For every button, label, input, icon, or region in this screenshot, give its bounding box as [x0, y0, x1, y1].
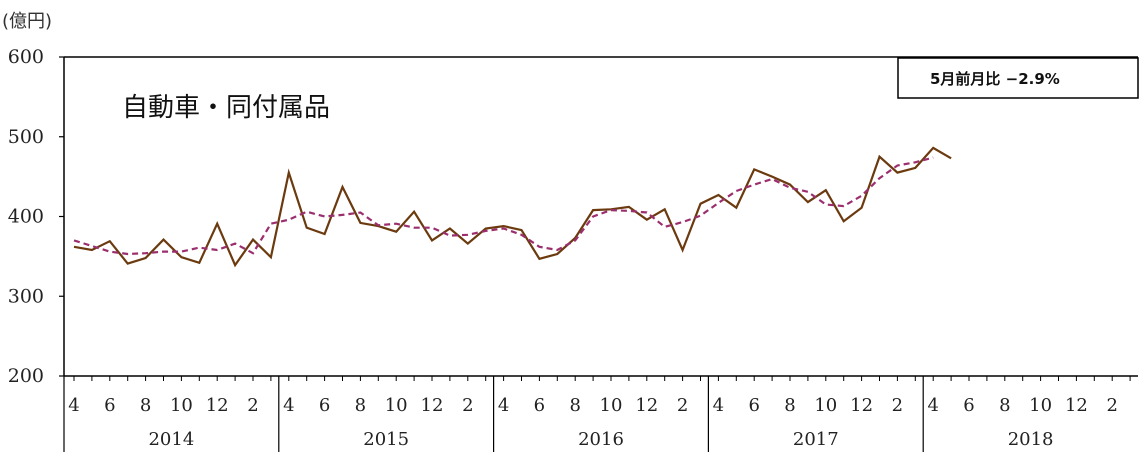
month-label: 12: [850, 395, 873, 416]
month-label: 4: [713, 395, 724, 416]
month-label: 2: [247, 395, 258, 416]
change-badge-box: [897, 57, 1139, 99]
month-label: 10: [385, 395, 408, 416]
month-label: 2: [1106, 395, 1117, 416]
month-label: 6: [319, 395, 330, 416]
month-label: 6: [534, 395, 545, 416]
y-tick-label: 200: [8, 365, 44, 387]
trend-series-line: [73, 156, 934, 256]
month-label: 10: [600, 395, 623, 416]
y-axis-unit-label: (億円): [2, 11, 52, 32]
actual-series-line: [73, 146, 952, 268]
chart-title: 自動車・同付属品: [122, 93, 330, 123]
year-label: 2017: [793, 429, 839, 450]
year-label: 2014: [148, 429, 194, 450]
axes: 200 300 400 500 600 2014 4 6 8 10 12 2 2015 4 6 8 10 12 2 2…: [8, 46, 1138, 452]
y-tick-label: 400: [8, 206, 44, 228]
month-label: 4: [927, 395, 938, 416]
month-label: 4: [68, 395, 79, 416]
y-tick-label: 600: [8, 46, 44, 68]
month-label: 6: [748, 395, 759, 416]
month-label: 8: [140, 395, 151, 416]
month-label: 8: [355, 395, 366, 416]
month-label: 10: [1029, 395, 1052, 416]
y-tick-label: 500: [8, 126, 44, 148]
month-label: 12: [635, 395, 658, 416]
series-layer: [73, 146, 952, 268]
year-label: 2015: [363, 429, 409, 450]
month-label: 8: [784, 395, 795, 416]
y-tick-label: 300: [8, 285, 44, 307]
month-label: 4: [283, 395, 294, 416]
month-label: 2: [462, 395, 473, 416]
month-label: 2: [892, 395, 903, 416]
month-label: 6: [104, 395, 115, 416]
change-badge-text: 5月前月比 −2.9%: [930, 70, 1060, 88]
month-label: 12: [421, 395, 444, 416]
month-label: 2: [677, 395, 688, 416]
month-label: 10: [814, 395, 837, 416]
month-label: 4: [498, 395, 509, 416]
month-label: 12: [1065, 395, 1088, 416]
month-label: 8: [999, 395, 1010, 416]
month-label: 6: [963, 395, 974, 416]
month-label: 8: [569, 395, 580, 416]
month-label: 10: [170, 395, 193, 416]
year-label: 2018: [1008, 429, 1054, 450]
month-label: 12: [206, 395, 229, 416]
year-label: 2016: [578, 429, 624, 450]
